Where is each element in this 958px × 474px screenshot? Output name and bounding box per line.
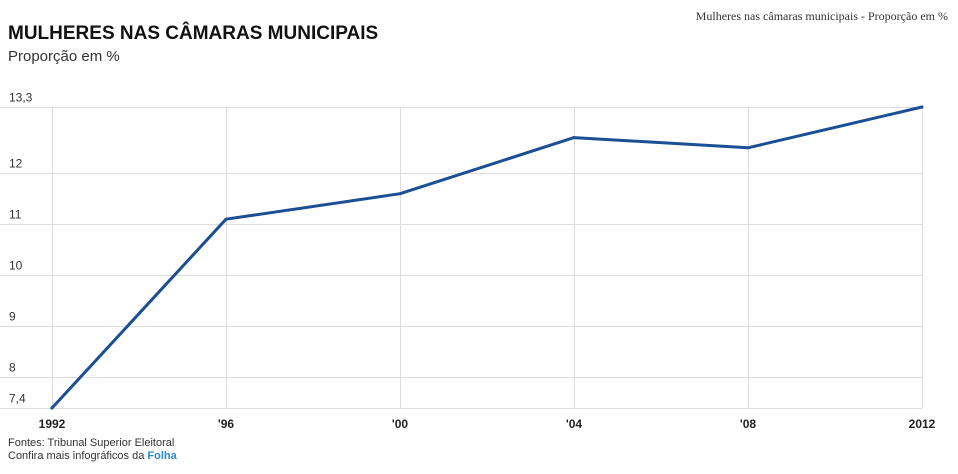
x-tick-label: '08 — [740, 417, 757, 431]
y-tick-label: 9 — [9, 310, 16, 324]
x-tick-label: 1992 — [39, 417, 66, 431]
more-infographics: Confira mais infográficos da Folha — [8, 450, 177, 463]
footer: Fontes: Tribunal Superior Eleitoral Conf… — [8, 437, 177, 463]
y-tick-label: 13,3 — [9, 91, 33, 105]
data-point — [920, 105, 924, 109]
series-line — [50, 105, 924, 410]
series-layer — [50, 105, 924, 410]
data-point — [746, 146, 750, 150]
y-tick-label: 11 — [9, 208, 22, 222]
y-tick-label: 7,4 — [9, 392, 26, 406]
x-tick-label: '04 — [566, 417, 583, 431]
x-tick-label: 2012 — [909, 417, 936, 431]
y-tick-label: 8 — [9, 361, 16, 375]
x-tick-label: '96 — [218, 417, 235, 431]
data-point — [224, 217, 228, 221]
chart-title: MULHERES NAS CÂMARAS MUNICIPAIS — [8, 23, 379, 44]
y-axis-tick-labels: 7,4 8 9 10 11 12 13,3 — [9, 91, 33, 406]
folha-link[interactable]: Folha — [147, 450, 177, 462]
source-note: Fontes: Tribunal Superior Eleitoral — [8, 437, 175, 449]
data-point — [398, 192, 402, 196]
y-tick-label: 10 — [9, 259, 23, 273]
chart-subtitle: Proporção em % — [8, 48, 120, 65]
data-point — [50, 406, 54, 410]
y-tick-label: 12 — [9, 157, 23, 171]
data-point — [572, 136, 576, 140]
x-axis-tick-labels: 1992 '96 '00 '04 '08 2012 — [39, 417, 936, 431]
grid-lines — [0, 107, 923, 409]
more-infographics-text: Confira mais infográficos da — [8, 450, 145, 462]
x-tick-label: '00 — [392, 417, 409, 431]
page-caption: Mulheres nas câmaras municipais - Propor… — [695, 9, 948, 23]
